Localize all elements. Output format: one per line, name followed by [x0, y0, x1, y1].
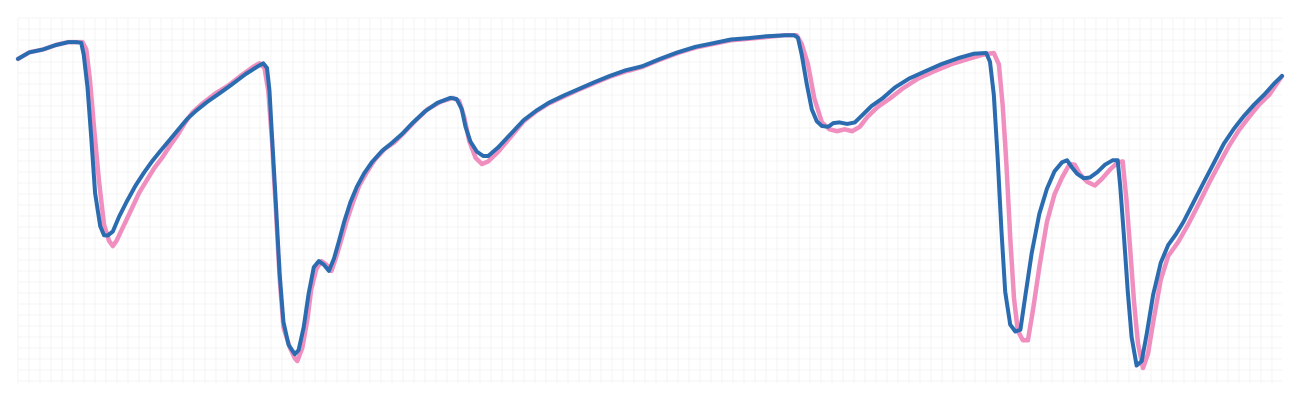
- series-layer: [15, 32, 1285, 371]
- series-line-1: [15, 32, 1285, 371]
- grid: [17, 17, 1282, 383]
- series-line-2: [16, 33, 1284, 368]
